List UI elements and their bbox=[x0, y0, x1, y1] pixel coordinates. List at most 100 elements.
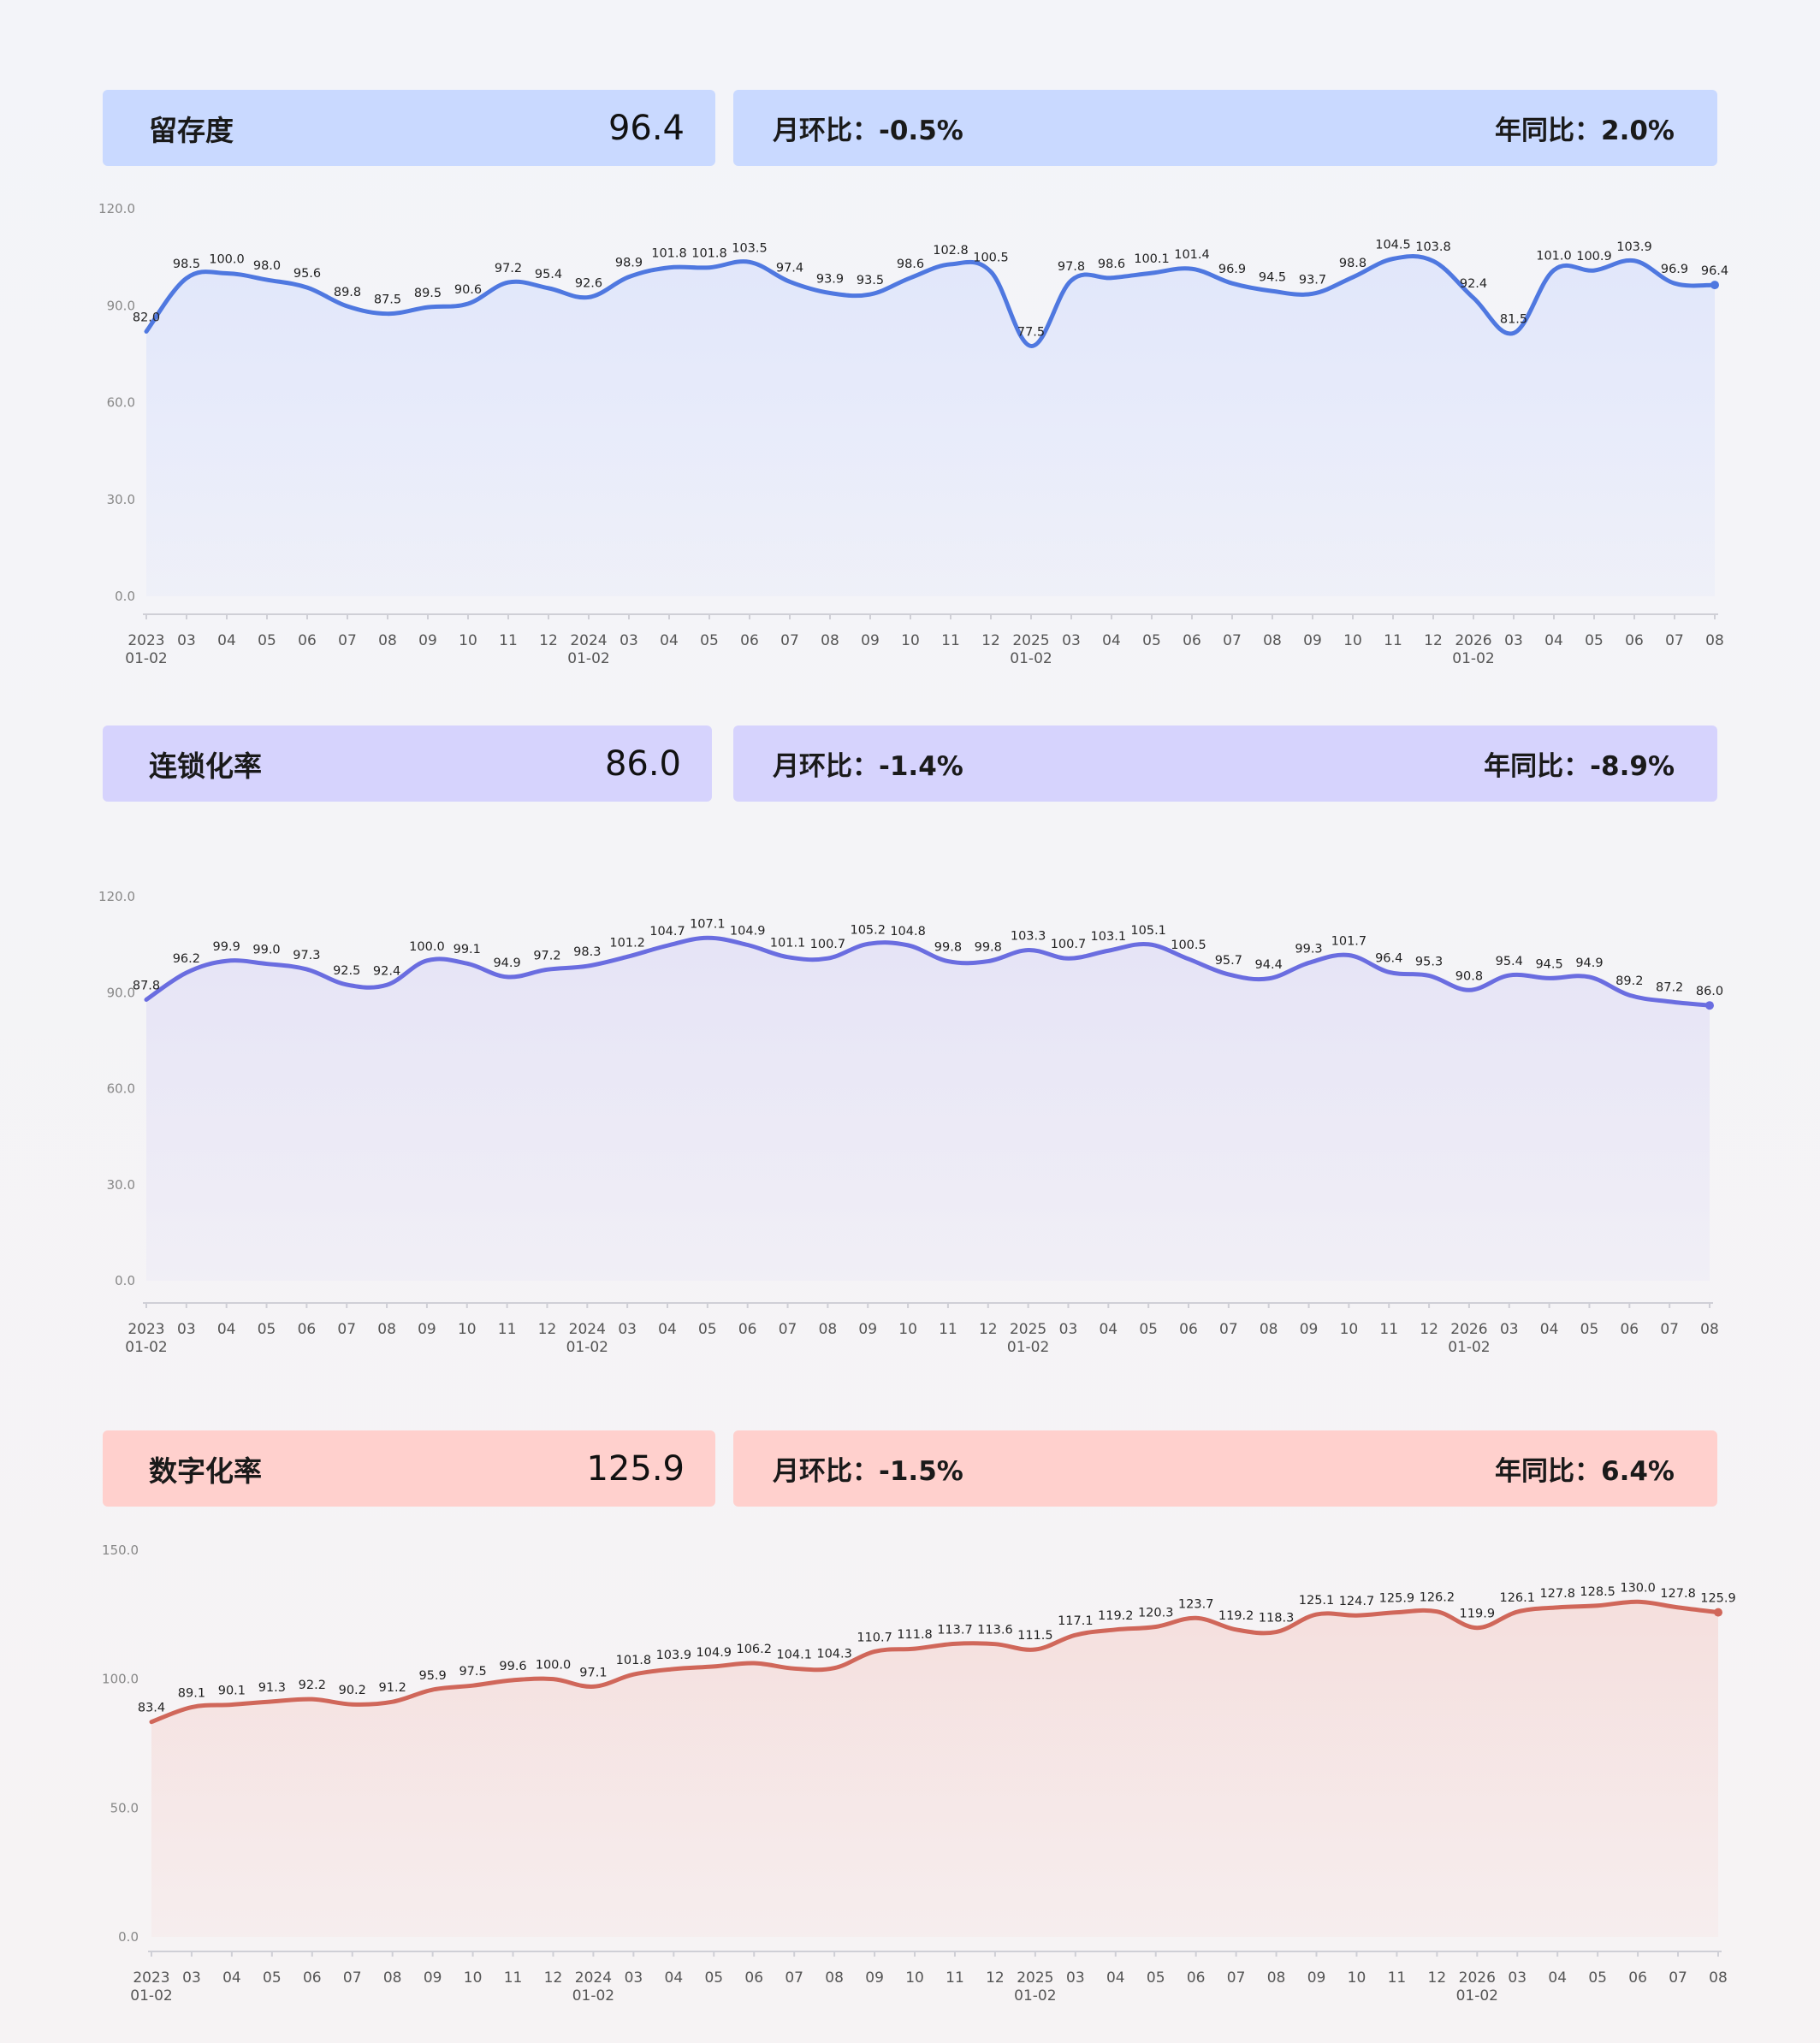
data-label: 98.9 bbox=[615, 257, 643, 270]
x-tick-label: 06 bbox=[740, 632, 759, 649]
x-tick-label: 2024 bbox=[570, 632, 607, 649]
x-tick-label: 2023 bbox=[127, 632, 164, 649]
data-label: 97.4 bbox=[776, 261, 803, 275]
x-tick-label: 03 bbox=[177, 632, 196, 649]
y-tick-label: 60.0 bbox=[107, 395, 135, 411]
digital-rate-header: 数字化率 125.9 bbox=[103, 1430, 715, 1507]
y-tick-label: 120.0 bbox=[98, 201, 135, 216]
yoy-change: 年同比：-8.9% bbox=[1484, 751, 1675, 782]
x-tick-label: 12 bbox=[1424, 632, 1443, 649]
data-label: 82.0 bbox=[133, 311, 160, 324]
x-tick-label: 08 bbox=[378, 632, 397, 649]
chain-rate-kpi-bar: 月环比：-1.4% 年同比：-8.9% bbox=[733, 725, 1717, 802]
data-label: 102.8 bbox=[933, 244, 969, 258]
data-label: 100.1 bbox=[1134, 252, 1170, 266]
data-label: 104.5 bbox=[1375, 239, 1411, 252]
x-tick-label: 08 bbox=[1705, 632, 1724, 649]
data-label: 93.5 bbox=[857, 274, 884, 287]
data-label: 98.8 bbox=[1339, 257, 1366, 270]
yoy-change: 年同比：2.0% bbox=[1495, 115, 1675, 146]
x-tick-label: 04 bbox=[1544, 632, 1563, 649]
y-tick-label: 90.0 bbox=[107, 298, 135, 313]
x-tick-label: 12 bbox=[981, 632, 1000, 649]
x-tick-label: 06 bbox=[1183, 632, 1201, 649]
panel-title: 数字化率 bbox=[149, 1454, 262, 1488]
x-tick-label: 05 bbox=[700, 632, 719, 649]
x-tick-label: 03 bbox=[620, 632, 638, 649]
x-tick-label: 07 bbox=[1223, 632, 1242, 649]
data-label: 97.8 bbox=[1058, 260, 1085, 274]
panel-value: 125.9 bbox=[586, 1448, 685, 1489]
x-tick-label: 2026 bbox=[1455, 632, 1491, 649]
data-label: 98.6 bbox=[897, 258, 924, 271]
chain-rate-header: 连锁化率 86.0 bbox=[103, 725, 712, 802]
panel-value: 96.4 bbox=[608, 108, 685, 148]
data-label: 103.5 bbox=[732, 241, 768, 255]
x-tick-label: 11 bbox=[1384, 632, 1402, 649]
x-tick-label: 06 bbox=[1625, 632, 1644, 649]
data-label: 101.0 bbox=[1536, 250, 1572, 264]
retention-header: 留存度 96.4 bbox=[103, 90, 715, 166]
x-tick-label: 10 bbox=[459, 632, 477, 649]
data-label: 96.4 bbox=[1701, 264, 1728, 278]
data-label: 96.9 bbox=[1661, 263, 1688, 276]
data-label: 90.6 bbox=[454, 283, 482, 297]
data-label: 98.0 bbox=[253, 259, 281, 273]
data-label: 100.9 bbox=[1576, 250, 1612, 264]
end-point-marker bbox=[1710, 281, 1719, 290]
data-label: 77.5 bbox=[1017, 325, 1045, 339]
data-label: 103.9 bbox=[1616, 240, 1652, 254]
mom-change: 月环比：-0.5% bbox=[773, 115, 963, 146]
panel-value: 86.0 bbox=[604, 743, 681, 784]
data-label: 100.0 bbox=[209, 253, 245, 267]
x-tick-label: 08 bbox=[821, 632, 839, 649]
x-tick-label: 07 bbox=[1665, 632, 1684, 649]
x-tick-label: 06 bbox=[298, 632, 317, 649]
x-tick-label: 01-02 bbox=[1010, 650, 1052, 667]
data-label: 89.8 bbox=[334, 286, 361, 299]
data-label: 92.4 bbox=[1460, 277, 1487, 291]
data-label: 94.5 bbox=[1259, 270, 1286, 284]
x-tick-label: 01-02 bbox=[125, 650, 167, 667]
data-label: 89.5 bbox=[414, 287, 442, 300]
data-label: 101.8 bbox=[691, 247, 727, 261]
digital-rate-kpi-bar: 月环比：-1.5% 年同比：6.4% bbox=[733, 1430, 1717, 1507]
x-tick-label: 04 bbox=[217, 632, 236, 649]
panel-title: 连锁化率 bbox=[149, 749, 262, 783]
data-label: 81.5 bbox=[1500, 312, 1527, 326]
x-tick-label: 05 bbox=[1585, 632, 1604, 649]
x-tick-label: 04 bbox=[660, 632, 679, 649]
data-label: 95.4 bbox=[535, 268, 562, 281]
x-tick-label: 03 bbox=[1062, 632, 1081, 649]
x-tick-label: 11 bbox=[941, 632, 960, 649]
data-label: 101.4 bbox=[1174, 248, 1210, 262]
x-tick-label: 07 bbox=[780, 632, 799, 649]
x-tick-label: 01-02 bbox=[567, 650, 609, 667]
data-label: 96.9 bbox=[1218, 263, 1246, 276]
data-label: 101.8 bbox=[651, 247, 687, 261]
x-tick-label: 05 bbox=[258, 632, 276, 649]
data-label: 97.2 bbox=[495, 262, 522, 275]
series-line bbox=[144, 253, 1717, 348]
series-area bbox=[146, 256, 1715, 596]
data-label: 100.5 bbox=[973, 252, 1009, 265]
x-tick-label: 10 bbox=[901, 632, 920, 649]
data-label: 98.5 bbox=[173, 258, 200, 271]
x-tick-label: 03 bbox=[1504, 632, 1523, 649]
x-tick-label: 09 bbox=[1303, 632, 1322, 649]
data-label: 95.6 bbox=[293, 267, 321, 281]
mom-change: 月环比：-1.5% bbox=[773, 1456, 963, 1487]
retention-kpi-bar: 月环比：-0.5% 年同比：2.0% bbox=[733, 90, 1717, 166]
x-tick-label: 07 bbox=[338, 632, 357, 649]
data-label: 103.8 bbox=[1415, 240, 1451, 254]
y-tick-label: 30.0 bbox=[107, 492, 135, 507]
data-label: 93.9 bbox=[816, 273, 844, 287]
panel-title: 留存度 bbox=[149, 113, 234, 147]
x-tick-label: 10 bbox=[1343, 632, 1362, 649]
x-tick-label: 2025 bbox=[1012, 632, 1049, 649]
y-tick-label: 0.0 bbox=[115, 589, 135, 604]
x-tick-label: 04 bbox=[1102, 632, 1121, 649]
x-tick-label: 12 bbox=[539, 632, 558, 649]
data-label: 93.7 bbox=[1299, 273, 1326, 287]
